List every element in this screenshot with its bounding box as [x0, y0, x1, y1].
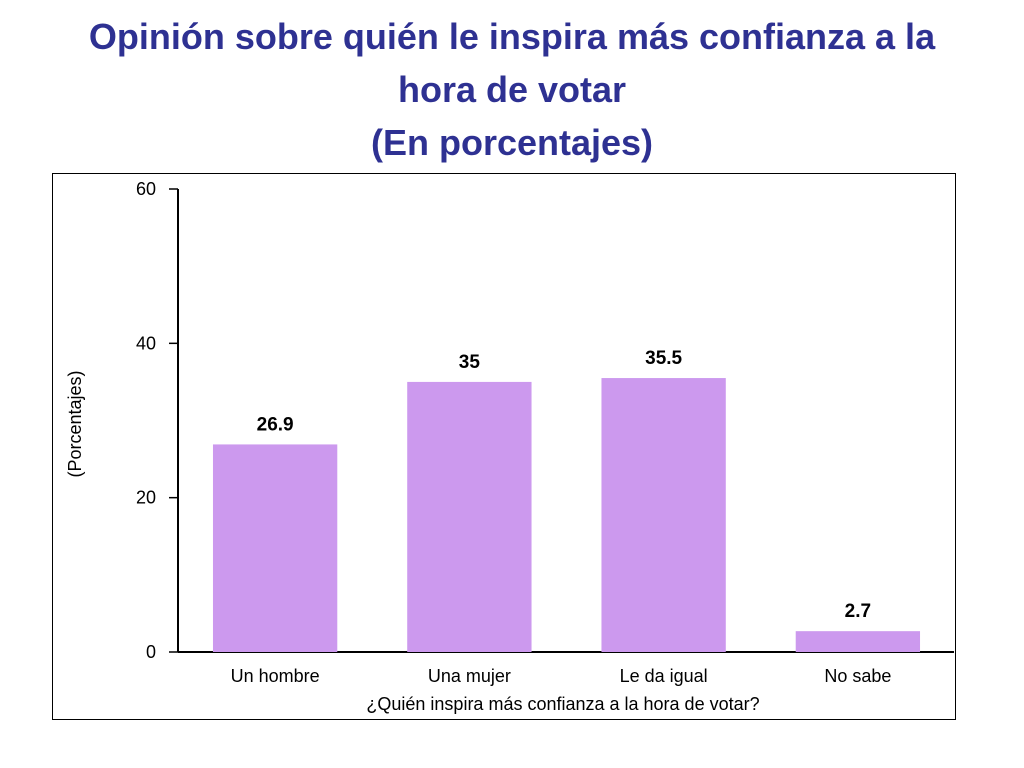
data-label: 2.7: [845, 601, 871, 622]
title-line-1: Opinión sobre quién le inspira más confi…: [88, 16, 936, 57]
bar: [601, 378, 726, 652]
y-tick-label: 20: [136, 488, 156, 508]
x-axis: Un hombre Una mujer Le da igual No sabe: [178, 651, 955, 686]
chart-title: Opinión sobre quién le inspira más confi…: [0, 10, 1024, 169]
y-tick-label: 40: [136, 333, 156, 353]
bar-chart: 0 20 40 60 Un hombre Una mujer Le da igual No …: [65, 179, 955, 714]
bars: [212, 378, 921, 652]
x-tick-label: Le da igual: [620, 666, 708, 686]
x-tick-label: No sabe: [824, 666, 891, 686]
y-axis-label: (Porcentajes): [65, 370, 85, 477]
title-line-3: (En porcentajes): [370, 122, 654, 163]
y-axis: 0 20 40 60: [136, 179, 179, 662]
data-label: 35.5: [645, 348, 682, 369]
x-tick-label: Un hombre: [231, 666, 320, 686]
data-label: 26.9: [257, 414, 294, 435]
bar: [212, 444, 338, 652]
y-tick-label: 0: [146, 642, 156, 662]
bar: [795, 631, 921, 652]
chart-frame: 0 20 40 60 Un hombre Una mujer Le da igual No …: [52, 173, 956, 720]
x-tick-label: Una mujer: [428, 666, 511, 686]
title-line-2: hora de votar: [397, 69, 627, 110]
value-labels: 26.9 35 35.5 2.7: [257, 348, 871, 622]
x-axis-label: ¿Quién inspira más confianza a la hora d…: [366, 694, 759, 714]
data-label: 35: [459, 352, 481, 373]
y-tick-label: 60: [136, 179, 156, 199]
bar: [407, 381, 532, 652]
